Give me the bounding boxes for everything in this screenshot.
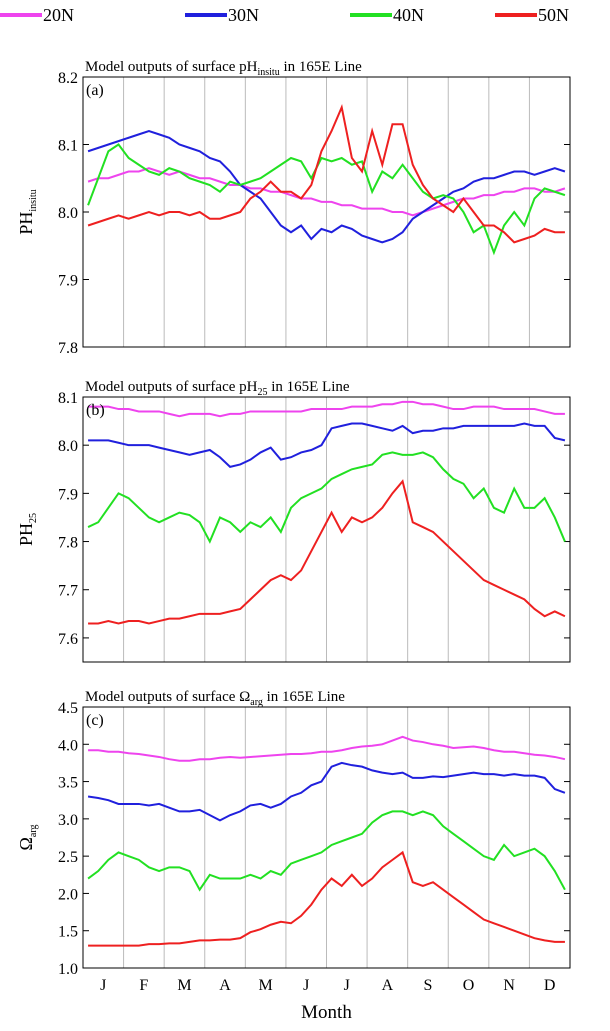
y-axis-label-sub: 25 <box>28 513 39 523</box>
y-tick-label: 8.1 <box>58 390 78 407</box>
x-tick-label: J <box>303 977 309 994</box>
panel-title-main: Model outputs of surface pH <box>85 379 258 395</box>
series-line <box>87 143 566 256</box>
x-tick-label: D <box>544 977 556 994</box>
panel-title-sub: arg <box>250 697 263 708</box>
panel-title-main: Model outputs of surface pH <box>85 59 258 75</box>
y-axis-label-main: PH <box>16 212 36 235</box>
x-tick-label: A <box>382 977 394 994</box>
panel-title-sub: insitu <box>257 67 279 78</box>
series-line <box>88 735 566 762</box>
y-tick-label: 7.9 <box>58 273 78 290</box>
panel-label: (b) <box>86 402 105 419</box>
x-axis-label: Month <box>301 1002 352 1023</box>
y-tick-label: 7.7 <box>58 583 78 600</box>
panel-label: (a) <box>86 82 104 99</box>
panel-title-main: Model outputs of surface Ω <box>85 689 250 705</box>
y-tick-label: 7.8 <box>58 535 78 552</box>
series-line <box>88 422 566 468</box>
plot-frame <box>82 706 571 969</box>
y-tick-label: 3.5 <box>58 775 78 792</box>
y-tick-label: 1.0 <box>58 961 78 978</box>
x-tick-label: N <box>503 977 515 994</box>
legend-label: 50N <box>538 5 569 25</box>
panel-title: Model outputs of surface Ωarg in 165E Li… <box>85 689 345 708</box>
panel-title: Model outputs of surface pHinsitu in 165… <box>85 59 362 78</box>
x-tick-label: M <box>177 977 191 994</box>
panel-title-suffix: in 165E Line <box>263 689 345 705</box>
y-axis-label-main: PH <box>16 523 36 546</box>
y-tick-label: 8.0 <box>58 205 78 222</box>
series-line <box>87 104 565 244</box>
panel-label: (c) <box>86 712 104 729</box>
plot-frame <box>82 76 571 348</box>
series-line <box>88 850 565 947</box>
x-tick-label: J <box>344 977 350 994</box>
plot-frame <box>82 396 571 663</box>
y-tick-label: 8.2 <box>58 70 78 87</box>
y-tick-label: 8.1 <box>58 138 78 155</box>
legend-label: 20N <box>43 5 74 25</box>
y-tick-label: 7.8 <box>58 340 78 357</box>
x-tick-label: O <box>463 977 475 994</box>
panel-title: Model outputs of surface pH25 in 165E Li… <box>85 379 350 398</box>
y-axis-label-main: Ω <box>16 837 36 850</box>
series-line <box>87 129 566 244</box>
x-tick-label: F <box>139 977 148 994</box>
y-tick-label: 2.5 <box>58 849 78 866</box>
panel-title-suffix: in 165E Line <box>267 379 349 395</box>
y-axis-label-sub: insitu <box>28 189 39 211</box>
y-tick-label: 4.5 <box>58 700 78 717</box>
y-tick-label: 8.0 <box>58 438 78 455</box>
series-line <box>87 167 566 217</box>
y-tick-label: 4.0 <box>58 737 78 754</box>
panel-title-sub: 25 <box>257 387 267 398</box>
y-tick-label: 7.9 <box>58 486 78 503</box>
y-axis-label: Ωarg <box>16 825 39 851</box>
y-tick-label: 7.6 <box>58 631 78 648</box>
x-tick-label: S <box>424 977 433 994</box>
x-tick-label: A <box>219 977 231 994</box>
y-axis-label: PH25 <box>16 513 39 546</box>
y-tick-label: 1.5 <box>58 924 78 941</box>
legend-label: 40N <box>393 5 424 25</box>
x-tick-label: J <box>100 977 106 994</box>
panel-title-suffix: in 165E Line <box>280 59 362 75</box>
series-line <box>88 479 566 625</box>
legend-label: 30N <box>228 5 259 25</box>
series-line <box>87 810 566 892</box>
y-tick-label: 2.0 <box>58 886 78 903</box>
y-axis-label: PHinsitu <box>16 189 39 234</box>
series-line <box>88 400 565 418</box>
x-tick-label: M <box>259 977 273 994</box>
y-axis-label-sub: arg <box>28 825 39 838</box>
y-tick-label: 3.0 <box>58 812 78 829</box>
series-line <box>87 761 566 822</box>
series-line <box>87 451 566 544</box>
